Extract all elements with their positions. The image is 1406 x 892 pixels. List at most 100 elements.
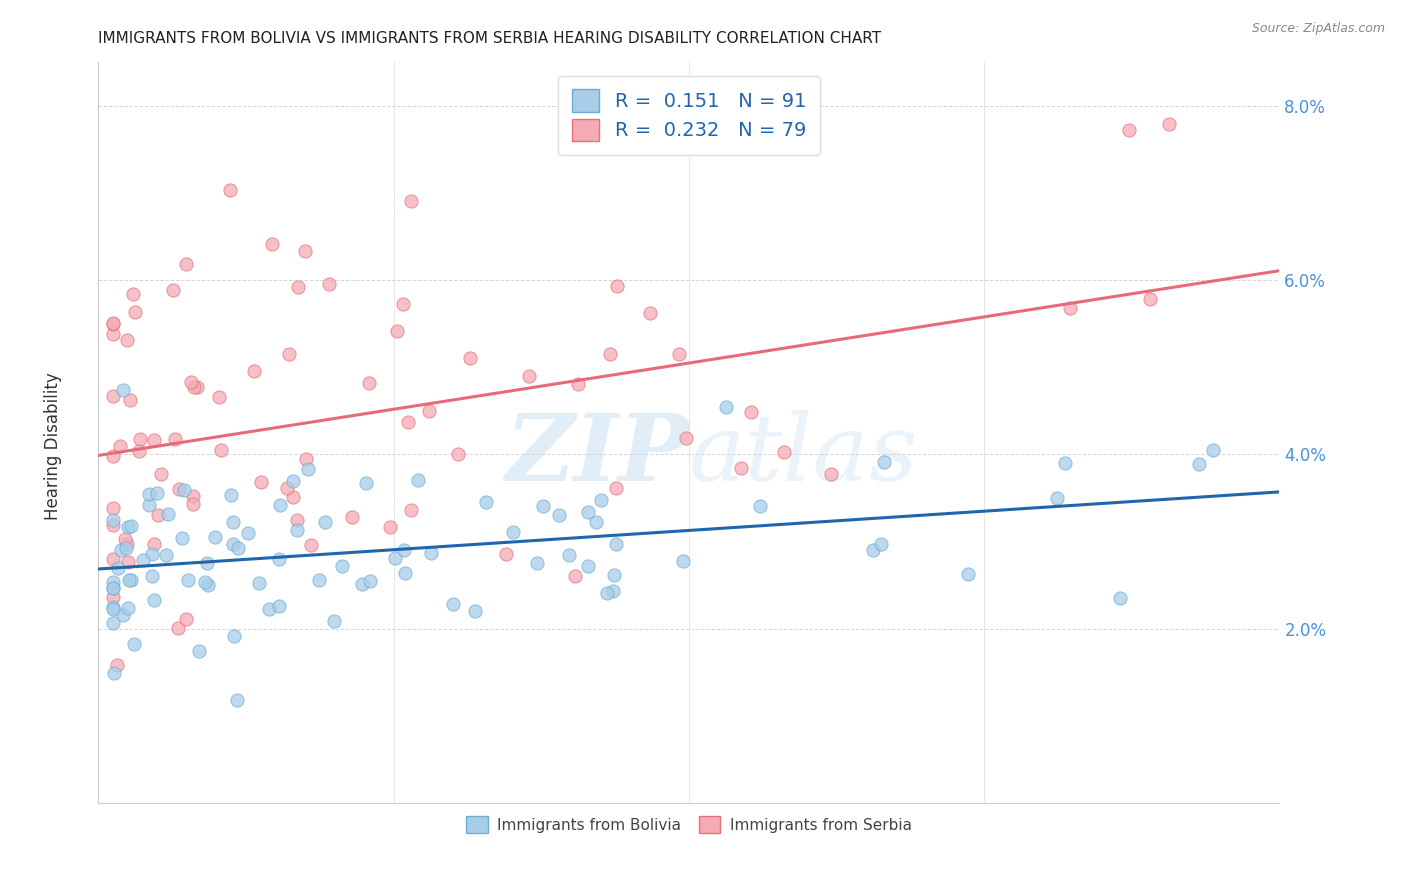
Point <box>103 581 125 595</box>
Point <box>495 547 517 561</box>
Point <box>281 474 304 488</box>
Point <box>406 473 429 487</box>
Point <box>156 507 179 521</box>
Point <box>277 347 299 361</box>
Point <box>124 304 146 318</box>
Point <box>141 547 163 561</box>
Point <box>103 600 125 615</box>
Point <box>591 492 613 507</box>
Point <box>359 574 381 589</box>
Point <box>166 621 188 635</box>
Point <box>675 431 697 445</box>
Point <box>103 327 125 342</box>
Point <box>173 483 195 498</box>
Text: IMMIGRANTS FROM BOLIVIA VS IMMIGRANTS FROM SERBIA HEARING DISABILITY CORRELATION: IMMIGRANTS FROM BOLIVIA VS IMMIGRANTS FR… <box>98 31 882 46</box>
Point <box>181 490 204 504</box>
Point <box>308 573 330 587</box>
Point <box>548 508 571 522</box>
Point <box>107 560 129 574</box>
Point <box>238 525 260 540</box>
Point <box>103 665 125 680</box>
Point <box>183 379 205 393</box>
Point <box>285 513 308 527</box>
Text: atlas: atlas <box>689 409 918 500</box>
Point <box>730 460 752 475</box>
Point <box>283 490 305 504</box>
Point <box>606 278 628 293</box>
Point <box>103 389 125 403</box>
Point <box>219 183 242 197</box>
Point <box>170 531 193 545</box>
Point <box>1054 456 1077 470</box>
Point <box>956 567 979 582</box>
Point <box>103 551 125 566</box>
Point <box>121 287 143 301</box>
Point <box>1108 591 1130 605</box>
Point <box>186 380 208 394</box>
Point <box>576 559 599 574</box>
Point <box>318 277 340 292</box>
Point <box>276 482 298 496</box>
Point <box>294 244 316 258</box>
Point <box>120 392 142 407</box>
Point <box>260 237 283 252</box>
Point <box>103 513 125 527</box>
Point <box>399 503 422 517</box>
Point <box>269 498 291 512</box>
Point <box>585 515 607 529</box>
Point <box>567 377 589 392</box>
Point <box>112 384 135 398</box>
Point <box>103 318 125 332</box>
Point <box>176 257 198 271</box>
Point <box>475 495 498 509</box>
Point <box>247 576 270 591</box>
Point <box>204 531 226 545</box>
Point <box>122 637 145 651</box>
Point <box>1118 122 1140 136</box>
Point <box>384 550 406 565</box>
Point <box>602 583 624 598</box>
Point <box>1188 458 1211 472</box>
Point <box>458 351 481 365</box>
Text: ZIP: ZIP <box>505 409 689 500</box>
Point <box>285 523 308 537</box>
Point <box>224 629 246 643</box>
Point <box>108 439 131 453</box>
Point <box>112 607 135 622</box>
Point <box>131 553 153 567</box>
Point <box>380 520 402 534</box>
Point <box>340 510 363 524</box>
Point <box>103 449 125 463</box>
Point <box>564 569 586 583</box>
Point <box>672 554 695 568</box>
Point <box>120 573 142 587</box>
Point <box>143 433 166 447</box>
Text: Source: ZipAtlas.com: Source: ZipAtlas.com <box>1251 22 1385 36</box>
Point <box>219 488 242 502</box>
Point <box>120 518 142 533</box>
Point <box>209 442 232 457</box>
Point <box>558 548 581 562</box>
Point <box>1202 443 1225 458</box>
Point <box>299 538 322 552</box>
Point <box>1159 117 1181 131</box>
Point <box>222 515 245 529</box>
Point <box>103 602 125 616</box>
Point <box>870 537 893 551</box>
Point <box>1046 491 1069 505</box>
Point <box>162 283 184 297</box>
Point <box>115 537 138 551</box>
Point <box>138 486 160 500</box>
Point <box>117 573 139 587</box>
Point <box>180 376 202 390</box>
Point <box>873 454 896 468</box>
Point <box>103 500 125 515</box>
Point <box>1059 301 1081 315</box>
Point <box>267 599 290 613</box>
Point <box>177 573 200 587</box>
Point <box>194 575 217 590</box>
Point <box>357 376 380 390</box>
Point <box>740 405 762 419</box>
Point <box>103 518 125 533</box>
Point <box>105 658 128 673</box>
